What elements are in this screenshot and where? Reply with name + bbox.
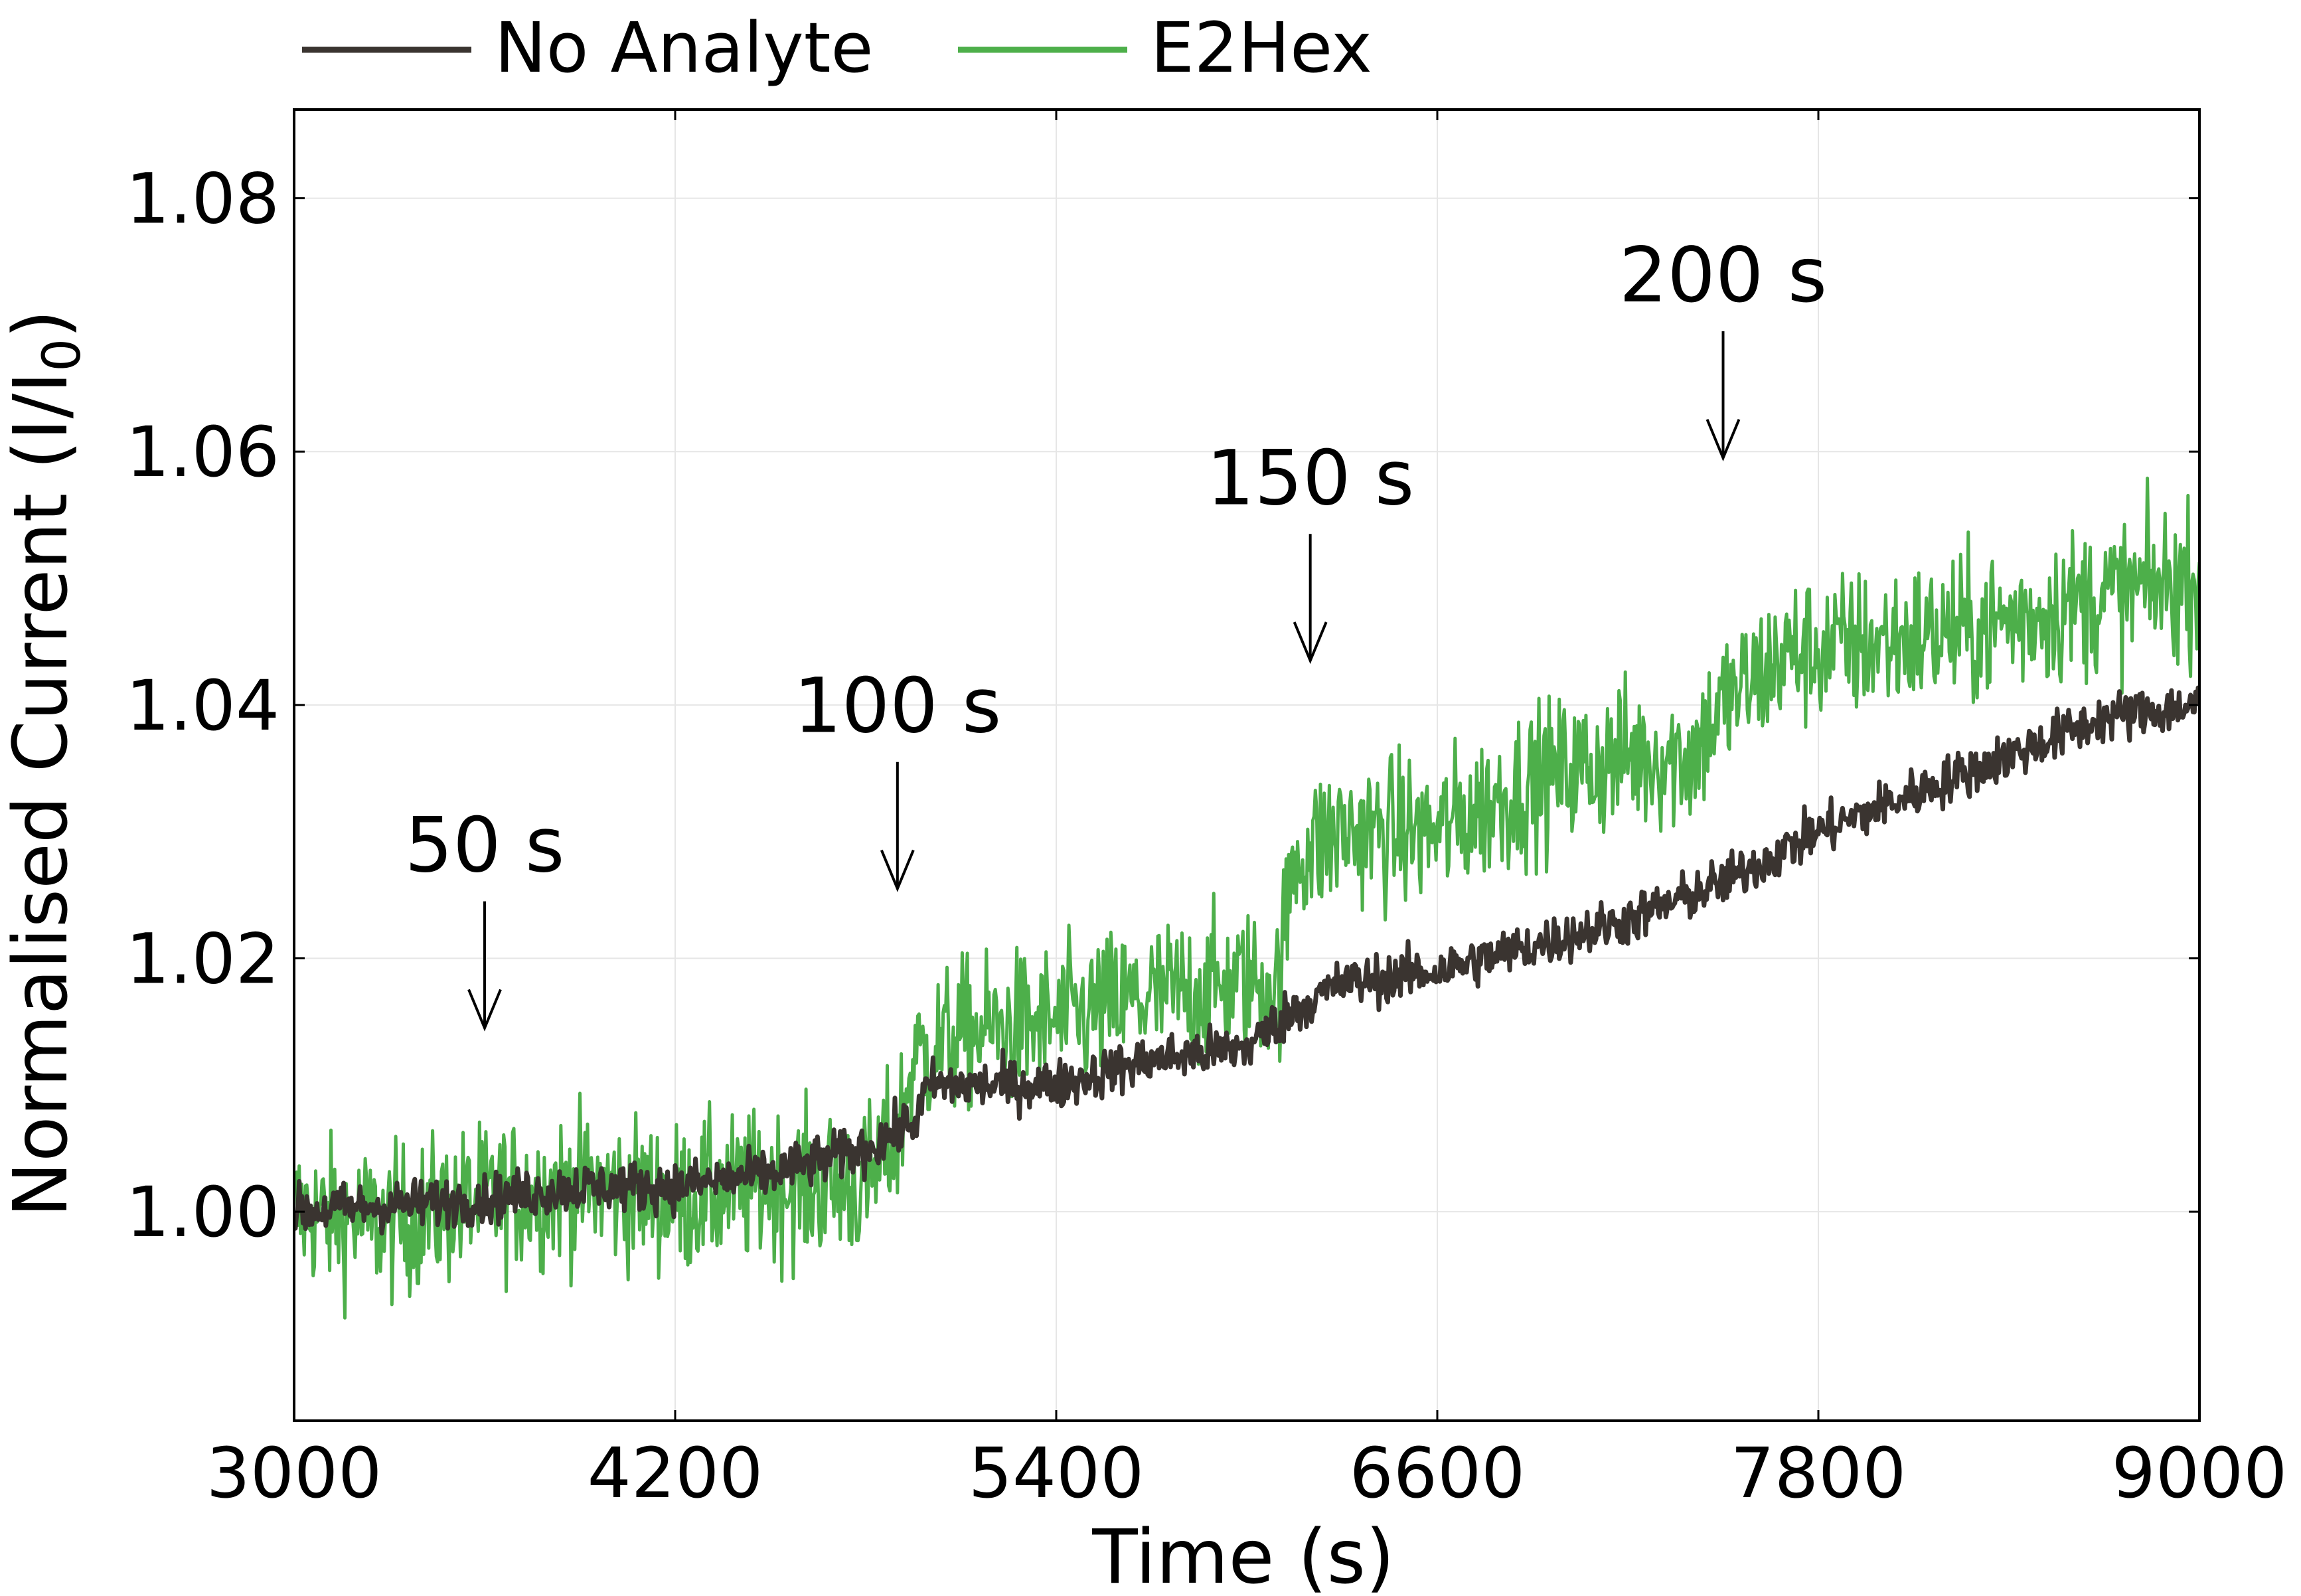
annotations: 50 s 100 s 150 s 200 s	[405, 231, 1827, 1032]
annotation-arrow-head	[1706, 418, 1741, 461]
series-layer	[294, 476, 2199, 1320]
annotation-label: 100 s	[793, 662, 1001, 750]
x-tick-label: 5400	[969, 1433, 1145, 1514]
y-tick-label: 1.06	[125, 412, 279, 493]
y-tick-label: 1.08	[125, 159, 279, 240]
y-tick-label: 1.00	[125, 1172, 279, 1253]
legend-label-no-analyte: No Analyte	[495, 7, 873, 88]
ticks: 3000 4200 5400 6600 7800 9000 1.00 1.02 1.04 1.06…	[125, 110, 2287, 1514]
annotation-arrow-head	[880, 849, 915, 892]
legend: No Analyte E2Hex	[302, 7, 1372, 88]
annotation-label: 50 s	[405, 801, 565, 890]
y-axis-title: Normalised Current (I/I0)	[0, 309, 92, 1217]
y-axis-title-close: )	[0, 309, 84, 339]
plot-frame	[293, 108, 2201, 1422]
x-axis-title: Time (s)	[1091, 1514, 1394, 1596]
x-tick-label: 3000	[206, 1433, 382, 1514]
series-line-e2hex	[294, 476, 2199, 1320]
plot-background	[294, 110, 2199, 1421]
series-line-no-analyte	[294, 685, 2199, 1236]
x-tick-label: 4200	[588, 1433, 763, 1514]
y-tick-label: 1.04	[125, 665, 279, 746]
y-tick-label: 1.02	[125, 919, 279, 1000]
annotation-arrow-head	[467, 989, 502, 1032]
x-tick-label: 6600	[1350, 1433, 1526, 1514]
annotation-label: 200 s	[1619, 231, 1827, 319]
y-axis-title-subscript: 0	[33, 339, 92, 372]
annotation-arrow-head	[1293, 621, 1328, 665]
x-tick-label: 9000	[2112, 1433, 2288, 1514]
legend-label-e2hex: E2Hex	[1150, 7, 1372, 88]
x-tick-label: 7800	[1731, 1433, 1907, 1514]
annotation-label: 150 s	[1206, 434, 1414, 522]
